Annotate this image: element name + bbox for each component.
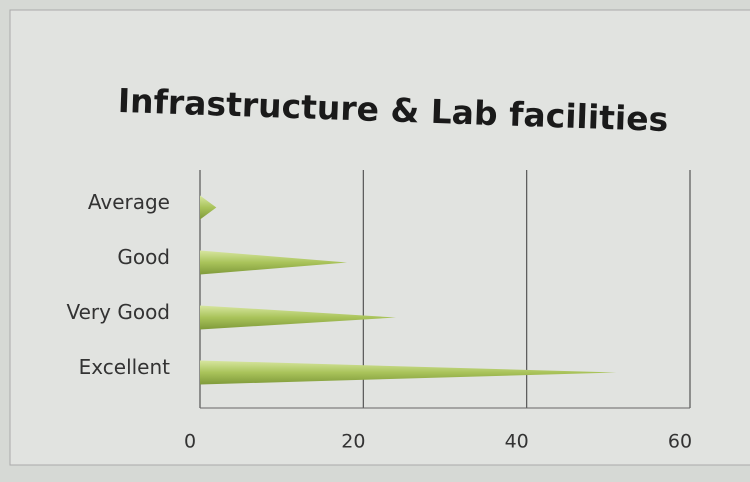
- bar: [200, 305, 396, 330]
- bar: [200, 360, 617, 385]
- y-tick-label: Average: [88, 190, 170, 214]
- y-tick-label: Good: [117, 245, 170, 269]
- x-tick-label: 40: [505, 431, 529, 453]
- y-tick-label: Very Good: [66, 300, 170, 324]
- y-tick-label: Excellent: [79, 355, 171, 379]
- x-tick-label: 20: [341, 431, 365, 453]
- bar: [200, 195, 217, 220]
- x-tick-label: 0: [184, 431, 196, 453]
- x-tick-label: 60: [668, 431, 692, 453]
- chart-frame: [9, 9, 750, 466]
- bar: [200, 250, 347, 275]
